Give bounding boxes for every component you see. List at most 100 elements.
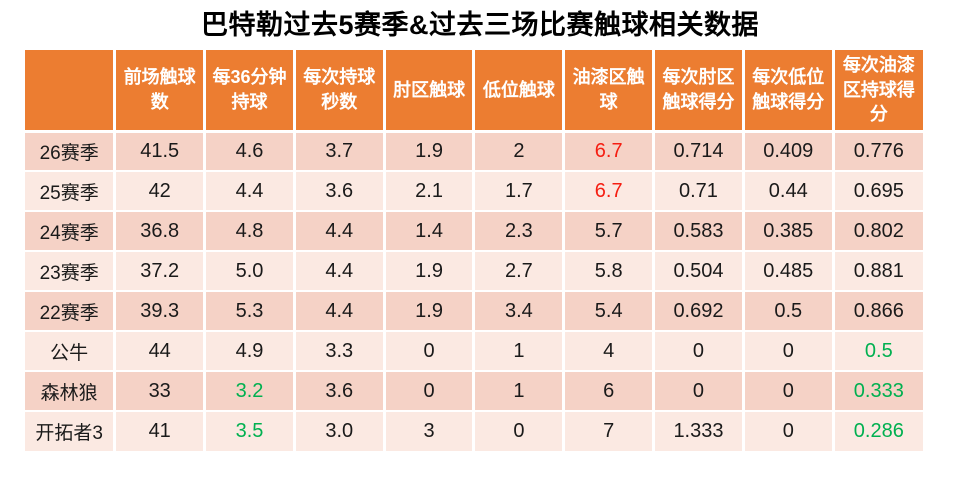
data-cell: 3.6: [294, 371, 386, 412]
data-cell: 3.5: [204, 411, 296, 451]
row-label: 开拓者3: [25, 411, 117, 451]
column-header: 每次持球秒数: [294, 50, 386, 133]
stats-table: 前场触球数 每36分钟持球 每次持球秒数 肘区触球 低位触球 油漆区触球 每次肘区触球得分每…: [25, 50, 923, 451]
data-cell: 4.4: [294, 291, 386, 332]
data-cell: 33: [114, 371, 207, 412]
table-row: 23赛季 37.2 5.0 4.4 1.9 2.7 5.8 0.504 0.485 0.881: [25, 251, 923, 292]
data-cell: 5.3: [204, 291, 296, 332]
data-cell: 41.5: [114, 131, 207, 172]
data-cell: 1.4: [384, 211, 476, 252]
data-cell: 3.6: [294, 171, 386, 212]
data-cell: 0: [653, 371, 745, 412]
data-cell: 3.7: [294, 131, 386, 172]
data-cell: 44: [114, 331, 207, 372]
data-cell: 2.7: [473, 251, 566, 292]
data-cell: 0.485: [743, 251, 835, 292]
data-cell: 0: [653, 331, 745, 372]
data-cell: 2.3: [473, 211, 566, 252]
data-cell: 41: [114, 411, 207, 451]
data-cell: 3.3: [294, 331, 386, 372]
data-cell: 0.71: [653, 171, 745, 212]
data-cell: 0: [384, 331, 476, 372]
table-row: 22赛季 39.3 5.3 4.4 1.9 3.4 5.4 0.692 0.5 0.866: [25, 291, 923, 332]
data-cell: 5.4: [563, 291, 656, 332]
data-cell: 37.2: [114, 251, 207, 292]
column-header: 每次肘区触球得分: [653, 50, 745, 133]
data-cell: 6.7: [563, 131, 656, 172]
data-cell: 4.4: [294, 211, 386, 252]
data-cell: 0.409: [743, 131, 835, 172]
row-label: 26赛季: [25, 131, 117, 172]
data-cell: 5.0: [204, 251, 296, 292]
data-cell: 0.44: [743, 171, 835, 212]
row-label: 森林狼: [25, 371, 117, 412]
data-cell: 0.776: [833, 131, 923, 172]
row-label: 24赛季: [25, 211, 117, 252]
data-cell: 3.2: [204, 371, 296, 412]
data-cell: 4.4: [204, 171, 296, 212]
data-cell: 3.0: [294, 411, 386, 451]
table-header: 前场触球数 每36分钟持球 每次持球秒数 肘区触球 低位触球 油漆区触球 每次肘区触球得分每…: [25, 50, 923, 133]
column-header: 油漆区触球: [563, 50, 656, 133]
page-title: 巴特勒过去5赛季&过去三场比赛触球相关数据: [200, 10, 759, 40]
data-cell: 0: [743, 371, 835, 412]
data-cell: 0.504: [653, 251, 745, 292]
data-cell: 0.5: [743, 291, 835, 332]
data-cell: 4.4: [294, 251, 386, 292]
row-label: 公牛: [25, 331, 117, 372]
data-cell: 5.7: [563, 211, 656, 252]
table-row: 公牛 44 4.9 3.3 0 1 4 0 0 0.5: [25, 331, 923, 372]
data-cell: 2: [473, 131, 566, 172]
data-cell: 42: [114, 171, 207, 212]
data-cell: 0.692: [653, 291, 745, 332]
data-cell: 0: [743, 411, 835, 451]
data-cell: 39.3: [114, 291, 207, 332]
data-cell: 5.8: [563, 251, 656, 292]
data-cell: 1.9: [384, 251, 476, 292]
column-header: 肘区触球: [384, 50, 476, 133]
data-cell: 4.8: [204, 211, 296, 252]
data-cell: 0.5: [833, 331, 923, 372]
table-row: 开拓者3 41 3.5 3.0 3 0 7 1.333 0 0.286: [25, 411, 923, 451]
table-row: 24赛季 36.8 4.8 4.4 1.4 2.3 5.7 0.583 0.385 0.802: [25, 211, 923, 252]
data-cell: 0.802: [833, 211, 923, 252]
table-row: 森林狼 33 3.2 3.6 0 1 6 0 0 0.333: [25, 371, 923, 412]
corner-cell: [25, 50, 117, 133]
data-cell: 0: [473, 411, 566, 451]
data-cell: 0.866: [833, 291, 923, 332]
column-header: 低位触球: [473, 50, 566, 133]
header-row: 前场触球数 每36分钟持球 每次持球秒数 肘区触球 低位触球 油漆区触球 每次肘区触球得分每…: [25, 50, 923, 133]
data-cell: 0: [384, 371, 476, 412]
data-cell: 0.583: [653, 211, 745, 252]
column-header: 前场触球数: [114, 50, 207, 133]
data-cell: 4: [563, 331, 656, 372]
table-body: 26赛季 41.5 4.6 3.7 1.9 2 6.7 0.714 0.409 0.776 25赛季…: [25, 131, 923, 451]
column-header: 每次油漆区持球得分: [833, 50, 923, 133]
data-cell: 0.714: [653, 131, 745, 172]
data-cell: 0.286: [833, 411, 923, 451]
data-cell: 4.9: [204, 331, 296, 372]
column-header: 每次低位触球得分: [743, 50, 835, 133]
data-cell: 0.385: [743, 211, 835, 252]
data-cell: 3.4: [473, 291, 566, 332]
data-cell: 1.7: [473, 171, 566, 212]
row-label: 22赛季: [25, 291, 117, 332]
data-cell: 0: [743, 331, 835, 372]
data-cell: 4.6: [204, 131, 296, 172]
table-row: 25赛季 42 4.4 3.6 2.1 1.7 6.7 0.71 0.44 0.695: [25, 171, 923, 212]
row-label: 23赛季: [25, 251, 117, 292]
row-label: 25赛季: [25, 171, 117, 212]
data-cell: 0.695: [833, 171, 923, 212]
data-cell: 6.7: [563, 171, 656, 212]
data-cell: 1.9: [384, 291, 476, 332]
table-row: 26赛季 41.5 4.6 3.7 1.9 2 6.7 0.714 0.409 0.776: [25, 131, 923, 172]
data-cell: 7: [563, 411, 656, 451]
data-cell: 2.1: [384, 171, 476, 212]
data-cell: 1: [473, 371, 566, 412]
data-cell: 6: [563, 371, 656, 412]
data-cell: 1.333: [653, 411, 745, 451]
data-cell: 1: [473, 331, 566, 372]
data-cell: 0.881: [833, 251, 923, 292]
data-cell: 1.9: [384, 131, 476, 172]
